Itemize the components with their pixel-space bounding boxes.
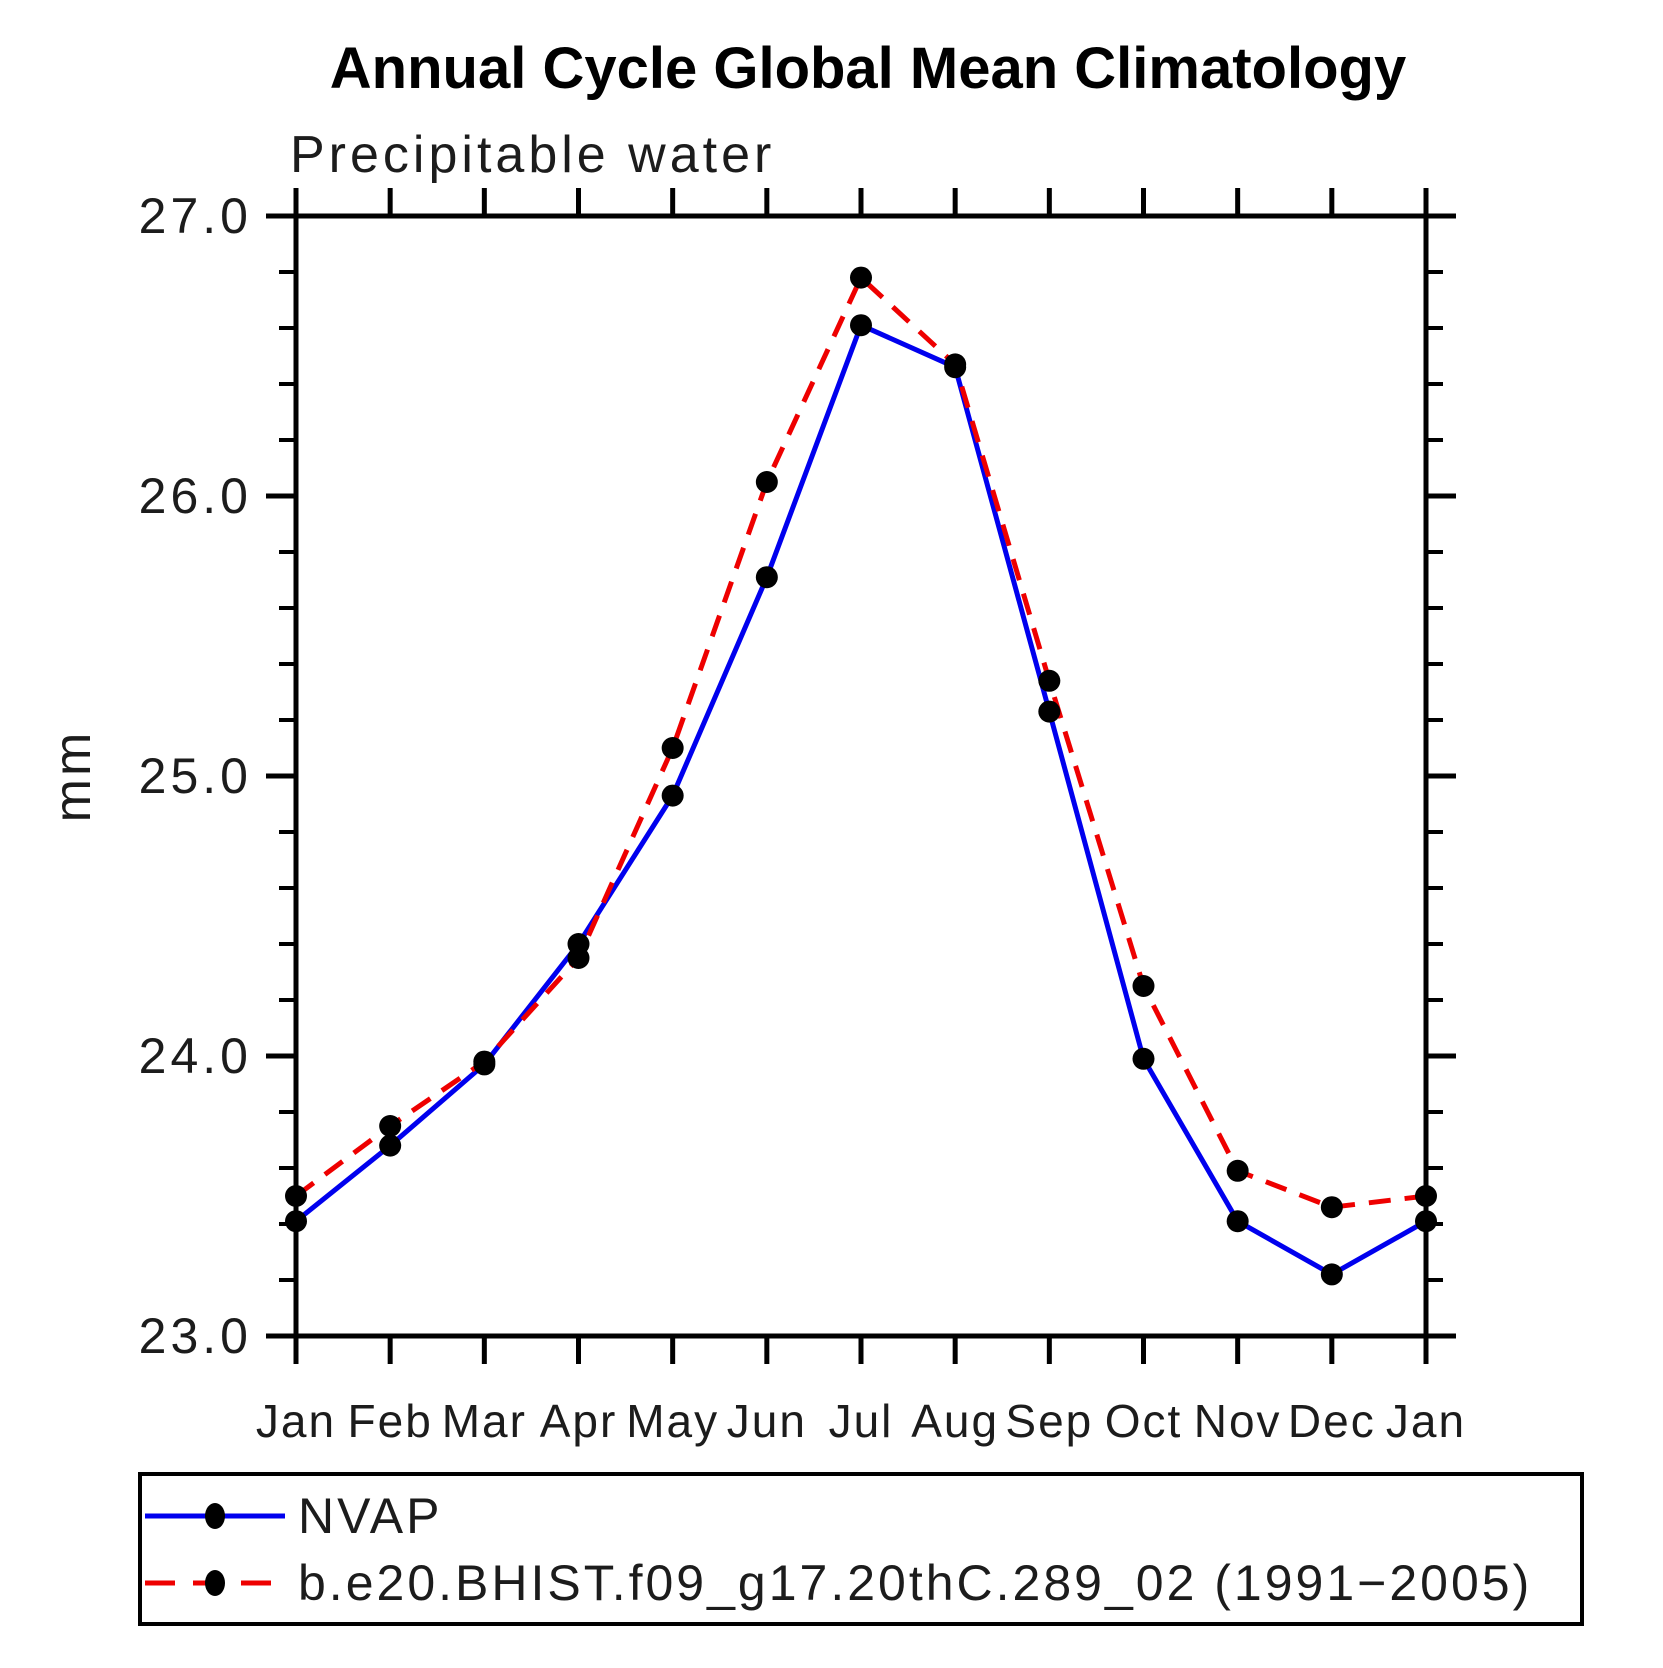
legend: NVAP b.e20.BHIST.f09_g17.20thC.289_02 (1… [138,1472,1584,1626]
legend-entry-model: b.e20.BHIST.f09_g17.20thC.289_02 (1991−2… [145,1555,1532,1611]
model-line [294,275,1427,1210]
y-tick-label: 23.0 [139,1308,252,1364]
nvap-data-point-Feb [379,1134,402,1157]
x-tick-label: Sep [1005,1395,1093,1447]
legend-label-model: b.e20.BHIST.f09_g17.20thC.289_02 (1991−2… [298,1555,1532,1611]
model-data-point-Apr [567,947,590,969]
model-data-point-May [661,737,684,759]
model-data-point-Jul [850,266,872,289]
x-tick-label: Nov [1194,1395,1282,1447]
model-data-point-Feb [379,1115,402,1137]
model-data-point-Mar [473,1050,496,1073]
legend-marker-model [205,1570,225,1596]
x-tick-label: Dec [1288,1395,1376,1447]
chart-title: Annual Cycle Global Mean Climatology [330,36,1406,101]
nvap-data-point-May [661,784,684,807]
chart-subtitle: Precipitable water [290,126,775,184]
x-tick-label: Jul [829,1395,894,1447]
model-data-point-Dec [1320,1196,1343,1219]
y-tick-label: 27.0 [139,188,252,244]
legend-label-nvap: NVAP [298,1488,442,1544]
plot-frame [293,213,1429,1339]
nvap-line [294,322,1428,1277]
nvap-data-point-Jul [850,314,872,337]
legend-box [138,1472,1584,1626]
x-tick-label: Jan [1386,1395,1466,1447]
y-tick-label: 24.0 [139,1028,252,1084]
y-axis-label: mm [44,730,102,823]
x-tick-label: Jun [727,1395,807,1447]
model-data-point-Jan [1415,1185,1437,1207]
model-data-point-Oct [1132,975,1155,997]
x-tick-label: May [626,1395,719,1447]
nvap-data-point-Nov [1226,1210,1249,1233]
model-data-point-Sep [1038,669,1061,692]
nvap-data-point-Jun [755,566,778,589]
legend-entry-nvap: NVAP [145,1488,442,1544]
plot-area: Jan Feb Mar Apr May Jun Jul Aug Sep Oct Nov Dec Jan2… [139,188,1466,1447]
x-tick-label: Feb [348,1395,433,1447]
y-tick-label: 25.0 [139,748,252,804]
model-data-point-Jun [755,471,778,493]
nvap-data-point-Sep [1038,700,1061,723]
model-data-point-Nov [1226,1159,1249,1182]
x-tick-label: Jan [256,1395,336,1447]
nvap-data-point-Dec [1320,1263,1343,1286]
x-tick-label: Apr [540,1395,618,1447]
y-tick-label: 26.0 [139,468,252,524]
legend-marker-nvap [205,1503,225,1529]
nvap-data-point-Jan [285,1210,307,1233]
x-tick-label: Aug [911,1395,999,1447]
nvap-data-point-Oct [1132,1047,1155,1070]
model-data-point-Aug [944,353,967,376]
x-tick-label: Mar [442,1395,527,1447]
nvap-data-point-Jan [1415,1210,1437,1233]
model-data-point-Jan [285,1185,307,1207]
x-tick-label: Oct [1105,1395,1183,1447]
